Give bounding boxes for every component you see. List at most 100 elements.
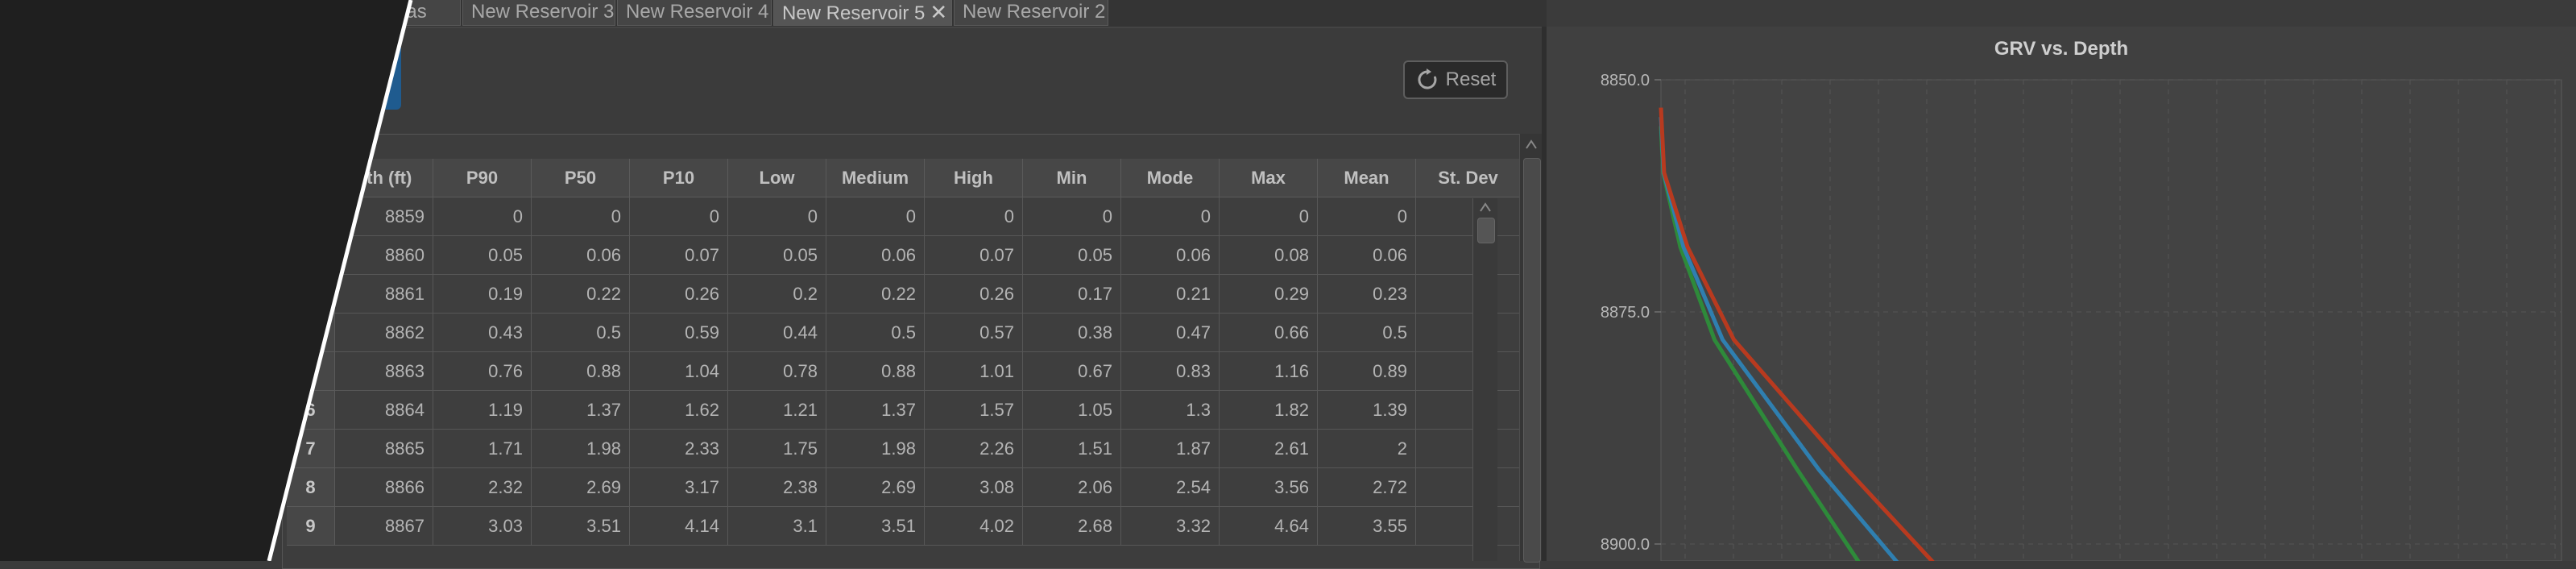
table-cell[interactable]: 2.68: [1023, 507, 1121, 546]
table-cell[interactable]: 1.51: [1023, 430, 1121, 468]
table-cell[interactable]: 1.3: [1121, 391, 1220, 430]
column-header[interactable]: Max: [1220, 159, 1318, 197]
table-cell[interactable]: 3.51: [532, 507, 630, 546]
table-cell[interactable]: 8861: [335, 275, 433, 314]
table-cell[interactable]: 1.98: [532, 430, 630, 468]
table-cell[interactable]: [1416, 468, 1521, 507]
table-cell[interactable]: 3.1: [728, 507, 826, 546]
panel-scrollbar[interactable]: [1519, 134, 1543, 563]
tab-new-reservoir-2[interactable]: New Reservoir 2: [954, 0, 1108, 26]
table-cell[interactable]: 0.38: [1023, 314, 1121, 352]
table-cell[interactable]: 3.56: [1220, 468, 1318, 507]
table-cell[interactable]: 2.33: [630, 430, 728, 468]
table-cell[interactable]: 0.23: [1318, 275, 1416, 314]
table-cell[interactable]: 0.06: [826, 236, 925, 275]
table-cell[interactable]: 1.04: [630, 352, 728, 391]
table-cell[interactable]: 0: [1121, 197, 1220, 236]
tab-new-reservoir-5[interactable]: New Reservoir 5 ✕: [773, 0, 952, 26]
table-cell[interactable]: 0.06: [532, 236, 630, 275]
table-cell[interactable]: 2.69: [826, 468, 925, 507]
table-cell[interactable]: 0.17: [1023, 275, 1121, 314]
table-cell[interactable]: 0.05: [433, 236, 532, 275]
table-cell[interactable]: 3.32: [1121, 507, 1220, 546]
table-cell[interactable]: 0.07: [925, 236, 1023, 275]
table-cell[interactable]: 8862: [335, 314, 433, 352]
table-cell[interactable]: 1.16: [1220, 352, 1318, 391]
table-cell[interactable]: 0.06: [1318, 236, 1416, 275]
table-cell[interactable]: [1416, 197, 1521, 236]
table-cell[interactable]: 1.37: [826, 391, 925, 430]
table-cell[interactable]: 0.05: [1023, 236, 1121, 275]
column-header[interactable]: St. Dev: [1416, 159, 1521, 197]
table-cell[interactable]: 0.57: [925, 314, 1023, 352]
table-cell[interactable]: 0: [532, 197, 630, 236]
table-cell[interactable]: 3.51: [826, 507, 925, 546]
table-cell[interactable]: 0.88: [826, 352, 925, 391]
table-cell[interactable]: 3.17: [630, 468, 728, 507]
table-cell[interactable]: 0.2: [728, 275, 826, 314]
table-cell[interactable]: 0.44: [728, 314, 826, 352]
table-cell[interactable]: 8863: [335, 352, 433, 391]
table-cell[interactable]: 2.69: [532, 468, 630, 507]
table-cell[interactable]: 1.82: [1220, 391, 1318, 430]
table-cell[interactable]: 3.03: [433, 507, 532, 546]
table-cell[interactable]: 2.38: [728, 468, 826, 507]
column-header[interactable]: Min: [1023, 159, 1121, 197]
table-cell[interactable]: 0.47: [1121, 314, 1220, 352]
table-cell[interactable]: 3.08: [925, 468, 1023, 507]
table-cell[interactable]: 0.22: [826, 275, 925, 314]
column-header[interactable]: High: [925, 159, 1023, 197]
column-header[interactable]: P50: [532, 159, 630, 197]
table-cell[interactable]: 0.07: [630, 236, 728, 275]
table-cell[interactable]: 2.61: [1220, 430, 1318, 468]
table-scrollbar[interactable]: [1472, 198, 1497, 561]
table-cell[interactable]: 4.64: [1220, 507, 1318, 546]
table-cell[interactable]: 0.21: [1121, 275, 1220, 314]
table-cell[interactable]: 1.75: [728, 430, 826, 468]
column-header[interactable]: Mode: [1121, 159, 1220, 197]
table-cell[interactable]: [1416, 275, 1521, 314]
column-header[interactable]: P90: [433, 159, 532, 197]
table-cell[interactable]: 0.67: [1023, 352, 1121, 391]
table-cell[interactable]: 0.26: [630, 275, 728, 314]
table-cell[interactable]: 8867: [335, 507, 433, 546]
column-header[interactable]: Low: [728, 159, 826, 197]
table-cell[interactable]: 0.83: [1121, 352, 1220, 391]
table-cell[interactable]: 1.21: [728, 391, 826, 430]
table-cell[interactable]: 2.32: [433, 468, 532, 507]
table-cell[interactable]: 0: [1318, 197, 1416, 236]
table-cell[interactable]: 2.72: [1318, 468, 1416, 507]
table-cell[interactable]: 0.66: [1220, 314, 1318, 352]
table-cell[interactable]: 8864: [335, 391, 433, 430]
table-cell[interactable]: [1416, 352, 1521, 391]
table-cell[interactable]: 0.76: [433, 352, 532, 391]
table-cell[interactable]: [1416, 391, 1521, 430]
table-cell[interactable]: 1.37: [532, 391, 630, 430]
table-cell[interactable]: 8866: [335, 468, 433, 507]
table-cell[interactable]: 8865: [335, 430, 433, 468]
column-header[interactable]: Mean: [1318, 159, 1416, 197]
table-cell[interactable]: 0: [1023, 197, 1121, 236]
table-cell[interactable]: 0.43: [433, 314, 532, 352]
table-cell[interactable]: 4.14: [630, 507, 728, 546]
column-header[interactable]: P10: [630, 159, 728, 197]
scroll-up-icon[interactable]: [1479, 201, 1492, 213]
table-cell[interactable]: 4.02: [925, 507, 1023, 546]
table-cell[interactable]: 2: [1318, 430, 1416, 468]
table-cell[interactable]: 1.39: [1318, 391, 1416, 430]
close-icon[interactable]: ✕: [930, 0, 948, 24]
scrollbar-thumb[interactable]: [1523, 158, 1541, 563]
tab-new-reservoir-4[interactable]: New Reservoir 4: [617, 0, 772, 26]
table-cell[interactable]: 0.22: [532, 275, 630, 314]
table-cell[interactable]: [1416, 314, 1521, 352]
table-cell[interactable]: 1.62: [630, 391, 728, 430]
table-cell[interactable]: 0: [433, 197, 532, 236]
table-cell[interactable]: 3.55: [1318, 507, 1416, 546]
table-cell[interactable]: 0.78: [728, 352, 826, 391]
table-cell[interactable]: 1.87: [1121, 430, 1220, 468]
tab-new-reservoir-3[interactable]: New Reservoir 3: [462, 0, 615, 26]
table-cell[interactable]: [1416, 507, 1521, 546]
table-cell[interactable]: 1.05: [1023, 391, 1121, 430]
split-divider[interactable]: [1542, 27, 1547, 561]
table-cell[interactable]: 0.5: [1318, 314, 1416, 352]
